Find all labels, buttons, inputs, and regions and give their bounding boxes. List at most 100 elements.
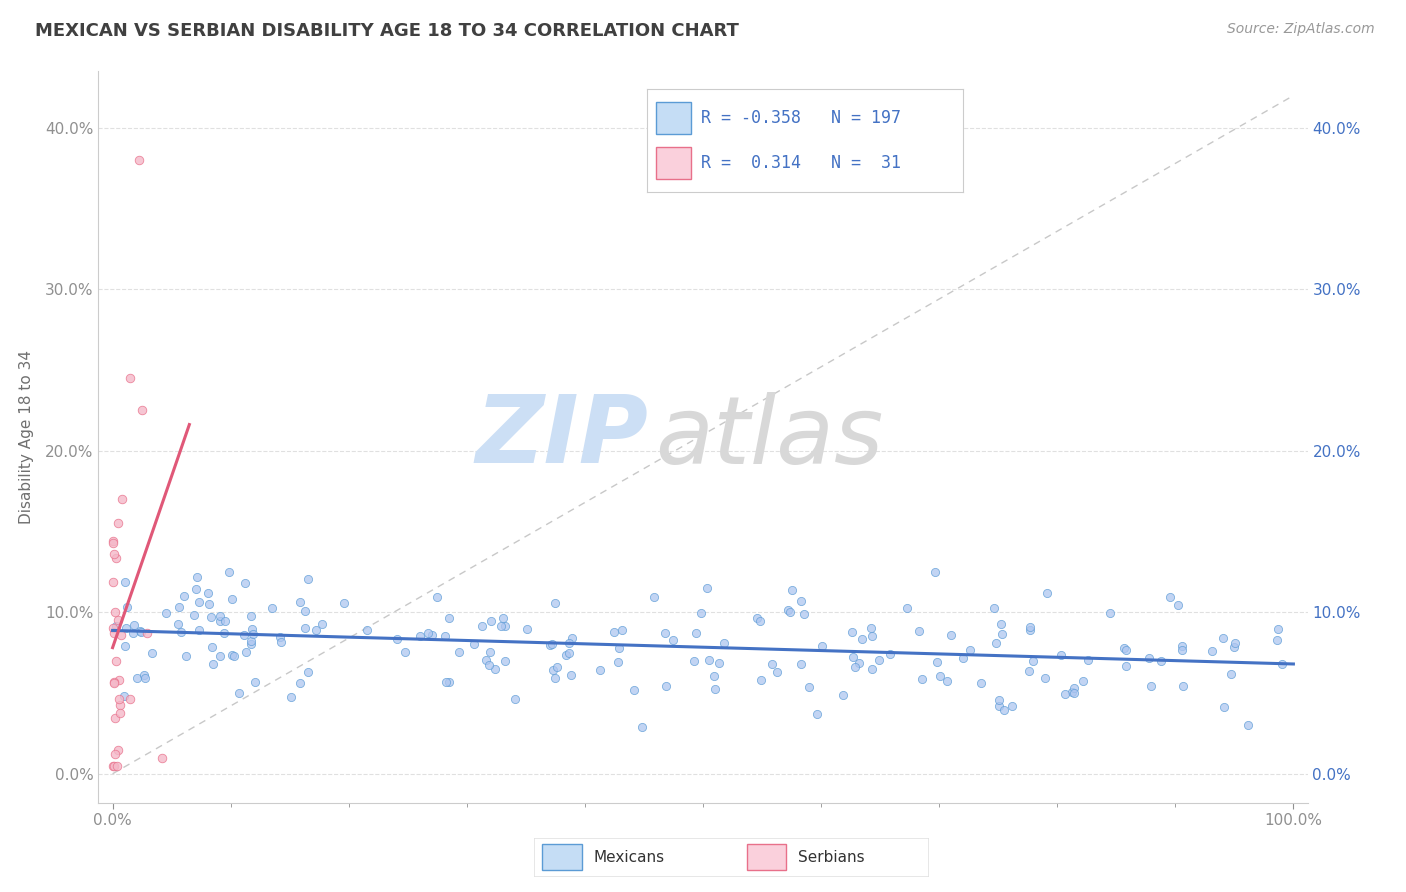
Point (167, 617, 190, 632)
Point (1267, 622, 1289, 636)
Point (831, 688, 853, 702)
Text: Source: ZipAtlas.com: Source: ZipAtlas.com (1227, 22, 1375, 37)
Point (1054, 687, 1077, 701)
Point (546, 660, 568, 674)
Point (683, 654, 706, 668)
Point (703, 681, 725, 696)
Point (122, 626, 145, 640)
Point (543, 672, 565, 686)
Point (288, 595, 311, 609)
Point (437, 611, 460, 625)
Point (494, 618, 516, 632)
Point (935, 673, 957, 688)
Point (129, 625, 152, 640)
Point (1265, 632, 1288, 647)
Point (1115, 659, 1137, 673)
Point (150, 750, 173, 764)
Point (240, 622, 263, 636)
Point (1271, 657, 1294, 672)
Bar (657, 102, 692, 135)
Point (662, 633, 685, 648)
Point (311, 616, 333, 631)
Point (174, 648, 197, 663)
Text: MEXICAN VS SERBIAN DISABILITY AGE 18 TO 34 CORRELATION CHART: MEXICAN VS SERBIAN DISABILITY AGE 18 TO … (35, 22, 740, 40)
Point (114, 575, 136, 590)
Point (558, 646, 581, 660)
Point (868, 653, 890, 667)
Point (793, 607, 815, 622)
Point (101, 621, 124, 635)
Point (110, 628, 132, 642)
Point (118, 692, 141, 706)
Point (114, 639, 136, 653)
Text: Serbians: Serbians (799, 850, 865, 864)
Point (929, 669, 952, 683)
Point (1159, 591, 1181, 605)
Point (214, 614, 236, 628)
Point (269, 631, 291, 645)
Point (1137, 650, 1160, 665)
Point (474, 653, 496, 667)
Point (749, 614, 772, 628)
Point (471, 618, 494, 632)
Point (1001, 698, 1024, 713)
Point (1018, 664, 1040, 678)
Point (305, 623, 328, 637)
Point (1115, 643, 1137, 657)
Point (790, 594, 813, 608)
Point (703, 668, 725, 682)
Point (141, 646, 163, 660)
Point (288, 675, 311, 690)
Point (751, 673, 773, 687)
Point (602, 624, 624, 639)
Point (280, 690, 302, 704)
Point (167, 600, 190, 615)
Point (1033, 671, 1056, 685)
Point (103, 547, 125, 561)
Point (911, 672, 934, 686)
Point (173, 589, 195, 603)
Point (655, 679, 678, 693)
Point (993, 703, 1015, 717)
Point (799, 680, 821, 694)
Point (1212, 632, 1234, 646)
Text: atlas: atlas (655, 392, 883, 483)
Point (555, 648, 578, 662)
Point (112, 689, 135, 703)
Point (806, 707, 828, 722)
Point (986, 636, 1008, 650)
Point (108, 698, 131, 712)
Point (103, 533, 125, 548)
Point (183, 608, 205, 623)
Point (434, 674, 457, 689)
Point (103, 758, 125, 772)
Point (987, 692, 1010, 706)
Point (557, 635, 579, 649)
Point (1223, 640, 1246, 655)
Point (780, 582, 803, 597)
Point (129, 624, 152, 638)
Point (1170, 639, 1192, 653)
Point (561, 631, 583, 645)
Point (115, 621, 138, 635)
Point (1150, 654, 1173, 668)
Point (811, 640, 834, 654)
Point (643, 590, 665, 604)
Point (209, 614, 232, 628)
Point (908, 624, 931, 639)
Point (434, 629, 457, 643)
Point (766, 665, 789, 680)
Point (104, 550, 127, 565)
Point (489, 619, 512, 633)
Point (447, 644, 470, 658)
Point (478, 657, 501, 672)
Text: Mexicans: Mexicans (593, 850, 665, 864)
Point (108, 706, 131, 720)
Point (1050, 648, 1073, 662)
Point (685, 625, 707, 640)
Point (212, 625, 235, 640)
Point (356, 624, 378, 638)
Bar (657, 146, 692, 179)
Point (1139, 679, 1161, 693)
Point (606, 656, 628, 670)
